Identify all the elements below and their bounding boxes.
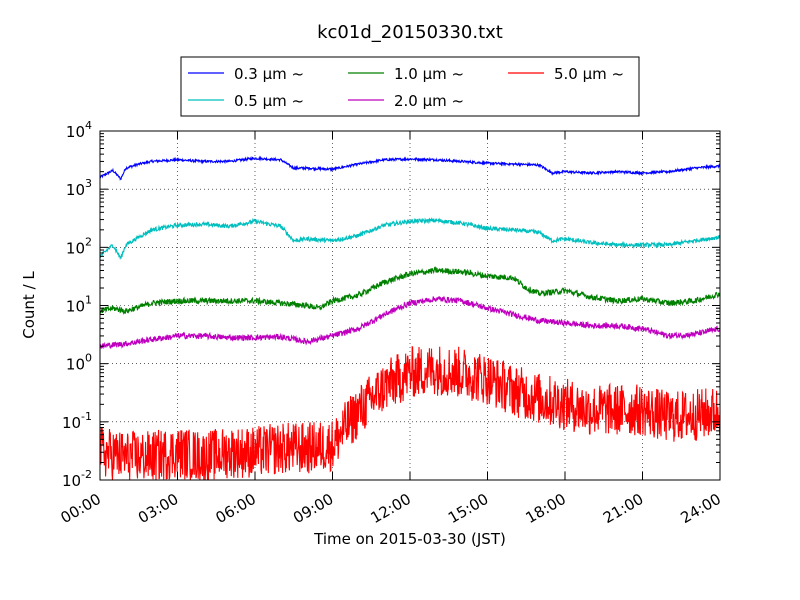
legend-box [180, 56, 640, 117]
legend-label: 0.5 μm ~ [234, 92, 304, 110]
x-axis-label: Time on 2015-03-30 (JST) [313, 530, 506, 548]
x-tick-label: 15:00 [445, 490, 491, 527]
y-tick-label: 101 [66, 294, 92, 316]
x-tick-label: 09:00 [290, 490, 336, 527]
x-tick-label: 18:00 [523, 490, 569, 527]
series-line-3 [99, 295, 721, 350]
x-tick-label: 24:00 [678, 490, 724, 527]
x-tick-label: 21:00 [600, 490, 646, 527]
y-tick-label: 103 [66, 177, 92, 199]
y-tick-label: 104 [66, 119, 92, 141]
y-axis-label: Count / L [20, 271, 38, 339]
series-line-4 [99, 345, 721, 481]
series-line-2 [99, 266, 721, 316]
x-tick-label: 00:00 [58, 490, 104, 527]
x-tick-label: 06:00 [213, 490, 259, 527]
chart-title: kc01d_20150330.txt [317, 22, 503, 43]
y-tick-label: 10-1 [62, 410, 92, 432]
legend-label: 2.0 μm ~ [394, 92, 464, 110]
y-tick-label: 102 [66, 235, 92, 257]
x-tick-label: 03:00 [135, 490, 181, 527]
x-tick-label: 12:00 [368, 490, 414, 527]
series-lines [99, 155, 721, 481]
legend-label: 5.0 μm ~ [554, 65, 624, 83]
legend: 0.3 μm ~ 0.5 μm ~ 1.0 μm ~ 2.0 μm ~ 5.0 μm ~ [180, 56, 640, 117]
series-line-1 [99, 216, 721, 260]
series-line-0 [99, 155, 721, 181]
legend-label: 0.3 μm ~ [234, 65, 304, 83]
y-axis-ticks: 10-2 10-1 100 101 102 103 104 [62, 119, 720, 490]
y-tick-label: 100 [66, 352, 92, 374]
y-tick-label: 10-2 [62, 468, 92, 490]
legend-label: 1.0 μm ~ [394, 65, 464, 83]
